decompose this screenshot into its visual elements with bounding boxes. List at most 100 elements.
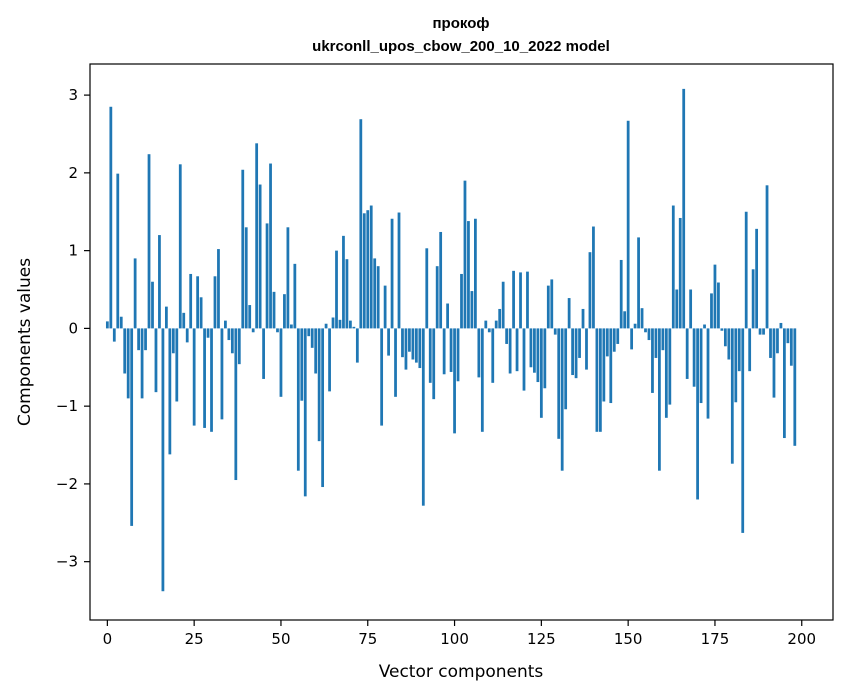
bar: [609, 328, 613, 404]
bar: [126, 328, 130, 399]
bar: [623, 311, 627, 329]
bar: [276, 328, 279, 333]
bar: [463, 180, 467, 329]
bar: [293, 263, 297, 329]
bar: [776, 328, 779, 354]
bar: [331, 317, 335, 329]
bar: [192, 328, 196, 426]
x-tick-label: 50: [271, 630, 290, 648]
bar: [592, 226, 595, 329]
bar: [751, 269, 755, 329]
bar: [234, 328, 238, 481]
bar: [317, 328, 321, 442]
bar: [383, 285, 387, 329]
bar: [484, 320, 488, 329]
bar: [133, 258, 137, 329]
bar: [699, 328, 703, 404]
bar: [748, 328, 752, 372]
bar: [793, 328, 797, 446]
bar: [515, 328, 519, 372]
bar: [730, 328, 734, 464]
bar: [411, 328, 415, 360]
bar: [161, 328, 165, 592]
bar: [519, 272, 522, 329]
bar: [359, 119, 363, 329]
bar: [630, 328, 634, 350]
bar: [175, 328, 179, 402]
bar: [380, 328, 384, 426]
bar: [178, 164, 182, 329]
bar: [439, 231, 443, 329]
bar: [557, 328, 561, 439]
bar: [675, 289, 679, 329]
bar: [428, 328, 432, 383]
bar: [758, 328, 762, 335]
bar: [588, 252, 592, 329]
bar: [158, 235, 161, 329]
bar: [505, 328, 509, 344]
y-axis-label: Components values: [15, 258, 35, 426]
bar: [154, 328, 158, 393]
bar: [543, 328, 547, 389]
bar: [512, 270, 515, 329]
bar: [303, 328, 307, 497]
bar: [741, 328, 745, 533]
bar: [626, 120, 630, 329]
bar: [314, 328, 318, 374]
bar: [480, 328, 484, 432]
bar: [661, 328, 665, 351]
bar: [349, 320, 352, 329]
bar: [574, 328, 578, 379]
bar: [418, 328, 422, 369]
bar: [467, 221, 470, 329]
bar: [137, 328, 140, 351]
bar: [644, 328, 647, 333]
bar: [585, 328, 588, 370]
bar: [414, 328, 418, 363]
bar: [678, 217, 682, 329]
bar: [737, 328, 741, 372]
bar: [220, 328, 224, 420]
bar: [213, 276, 217, 329]
bar: [265, 223, 269, 329]
x-tick-label: 150: [614, 630, 643, 648]
bar: [324, 323, 328, 329]
bar: [321, 328, 325, 488]
y-tick-label: 3: [68, 86, 78, 104]
bar: [494, 320, 498, 329]
bar: [605, 328, 609, 357]
bar: [654, 328, 658, 358]
bar: [470, 291, 474, 329]
bar: [477, 328, 481, 378]
bar: [446, 303, 450, 329]
bar: [581, 308, 585, 329]
bar: [651, 328, 654, 393]
y-tick-label: 1: [68, 242, 78, 260]
bar: [710, 293, 713, 329]
bar: [352, 326, 356, 329]
bar: [536, 328, 540, 383]
bar: [717, 282, 720, 329]
x-tick-label: 25: [185, 630, 204, 648]
x-tick-label: 125: [527, 630, 556, 648]
chart-title-line-2: ukrconll_upos_cbow_200_10_2022 model: [312, 38, 610, 55]
bar: [269, 163, 272, 329]
bar: [553, 328, 557, 335]
bar: [151, 281, 154, 329]
bars-group: [105, 88, 797, 592]
y-axis: −3 −2 −1 0 1 2 3: [56, 86, 90, 571]
bar: [769, 328, 772, 358]
bar: [633, 323, 637, 329]
bar: [251, 328, 255, 333]
bar: [230, 328, 234, 354]
bar: [487, 328, 491, 333]
bar: [373, 258, 377, 329]
bar: [248, 305, 252, 329]
bar: [598, 328, 602, 432]
bar: [123, 328, 127, 374]
bar: [616, 328, 620, 344]
bar: [237, 328, 241, 365]
bar: [421, 328, 425, 506]
bar: [144, 328, 147, 351]
